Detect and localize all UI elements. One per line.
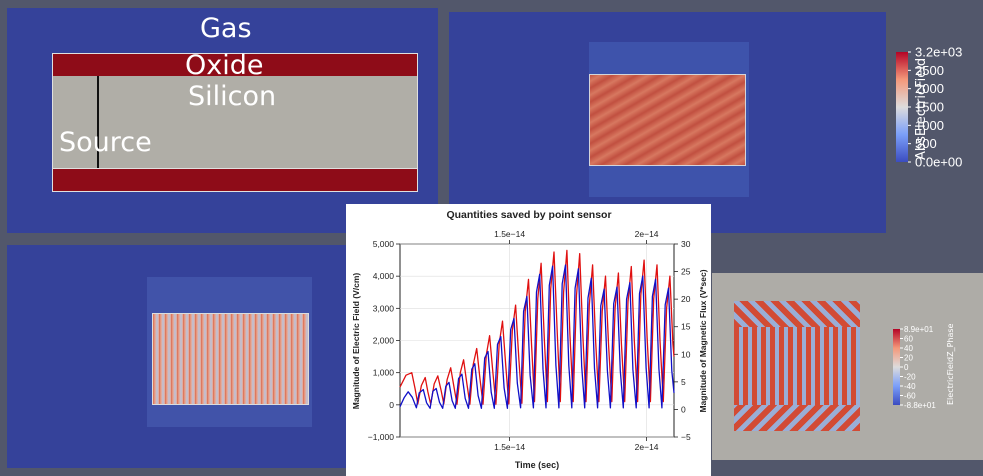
- phase-colorbar-tick-label: 8.9e+01: [904, 325, 934, 334]
- x-tick-label: 1.5e−14: [494, 442, 525, 452]
- x-top-tick-label: 2e−14: [635, 229, 659, 239]
- x-axis-label: Time (sec): [515, 460, 559, 470]
- y-tick-label: 5,000: [373, 239, 395, 249]
- abs-colorbar-tick-label: 1000: [915, 118, 944, 133]
- abs-colorbar-tick-label: 0.0e+00: [915, 155, 962, 170]
- source-line: [97, 76, 99, 168]
- y-tick-label: 3,000: [373, 303, 395, 313]
- wavefield-silicon: [152, 313, 309, 405]
- series-line-electric-field: [399, 249, 675, 405]
- phase-colorbar-tick-label: 0: [904, 363, 909, 372]
- y2-axis-label: Magnitude of Magnetic Flux (V*sec): [698, 269, 708, 412]
- y-tick-label: 1,000: [373, 368, 395, 378]
- phase-top-band: [734, 301, 860, 327]
- x-tick-label: 2e−14: [635, 442, 659, 452]
- abs-field-viewport: [449, 12, 886, 233]
- oxide-bottom-layer: [52, 168, 418, 192]
- abs-colorbar-tick-label: 500: [915, 136, 937, 151]
- y-tick-label: −1,000: [368, 432, 395, 442]
- y2-tick-label: 25: [681, 267, 691, 277]
- y2-tick-label: 5: [681, 377, 686, 387]
- y2-tick-label: 15: [681, 322, 691, 332]
- abs-field-silicon: [589, 74, 746, 166]
- abs-colorbar-tick-label: 2500: [915, 63, 944, 78]
- phase-bottom-band: [734, 405, 860, 431]
- sensor-chart-panel: Quantities saved by point sensor −1,000 0…: [346, 204, 711, 476]
- phase-colorbar-tick-label: 60: [904, 334, 913, 343]
- wavefield-panel: [7, 245, 347, 468]
- phase-colorbar-tick-label: 20: [904, 353, 913, 362]
- x-top-tick-label: 1.5e−14: [494, 229, 525, 239]
- silicon-layer: [52, 76, 418, 169]
- sensor-chart: Quantities saved by point sensor −1,000 0…: [351, 209, 708, 470]
- y2-tick-label: 0: [681, 404, 686, 414]
- y2-tick-label: −5: [681, 432, 691, 442]
- source-label: Source: [59, 127, 152, 158]
- abs-colorbar-tick-label: 2000: [915, 81, 944, 96]
- phase-colorbar-tick-label: 40: [904, 344, 913, 353]
- abs-colorbar-tick-label: 1500: [915, 100, 944, 115]
- geometry-panel: Gas Oxide Silicon Source: [7, 8, 438, 233]
- abs-colorbar-tick-label: 3.2e+03: [915, 45, 962, 60]
- y-tick-label: 0: [389, 400, 394, 410]
- silicon-label: Silicon: [188, 81, 277, 112]
- chart-title: Quantities saved by point sensor: [446, 209, 611, 221]
- phase-panel: 8.9e+01 60 40 20 0 -20 -40 -60 -8.8e+01 Electric…: [712, 273, 983, 460]
- gas-label: Gas: [200, 13, 252, 44]
- phase-silicon: [734, 301, 860, 431]
- y2-tick-label: 20: [681, 294, 691, 304]
- series-line-magnetic-flux: [399, 264, 675, 409]
- y-tick-label: 2,000: [373, 336, 395, 346]
- abs-field-colorbar: 3.2e+03 2500 2000 1500 1000 500 0.0e+00: [896, 45, 962, 170]
- y-axis-label: Magnitude of Electric Field (V/cm): [351, 273, 361, 410]
- y2-tick-label: 30: [681, 239, 691, 249]
- abs-colorbar-gradient: [896, 52, 908, 162]
- y-tick-label: 4,000: [373, 271, 395, 281]
- abs-field-panel: 3.2e+03 2500 2000 1500 1000 500 0.0e+00 AbsEle…: [440, 0, 983, 240]
- oxide-label: Oxide: [185, 50, 264, 81]
- phase-colorbar-tick-label: -20: [904, 372, 916, 381]
- phase-colorbar-gradient: [893, 329, 900, 405]
- phase-colorbar-title: ElectricFieldZ_Phase: [946, 323, 955, 405]
- abs-colorbar-title: AbsElectricField: [914, 57, 929, 160]
- phase-colorbar-tick-label: -60: [904, 391, 916, 400]
- phase-colorbar-tick-label: -8.8e+01: [904, 401, 936, 410]
- y2-tick-label: 10: [681, 349, 691, 359]
- phase-colorbar-tick-label: -40: [904, 382, 916, 391]
